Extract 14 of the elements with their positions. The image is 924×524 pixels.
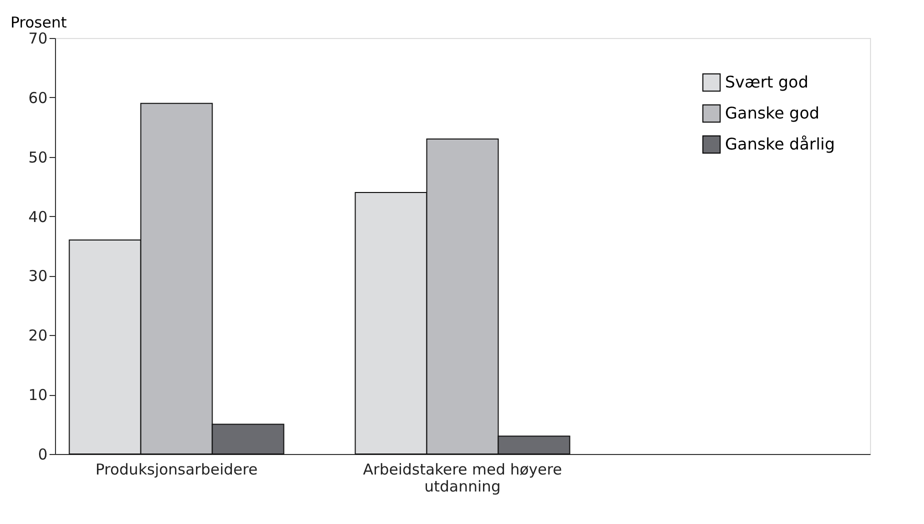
legend-label: Ganske god (725, 104, 820, 122)
y-tick-label: 20 (28, 326, 48, 345)
y-tick-label: 60 (28, 88, 48, 107)
y-tick-label: 70 (28, 30, 48, 48)
y-tick-label: 40 (28, 208, 48, 226)
x-tick-label: Arbeidstakere med høyere utdanning (363, 460, 562, 496)
y-tick-label: 30 (28, 267, 48, 286)
y-tick-label: 0 (38, 446, 48, 464)
y-tick-label: 50 (28, 148, 48, 166)
legend-label: Svært god (725, 72, 808, 92)
y-tick-label: 10 (28, 386, 48, 404)
legend-label: Ganske dårlig (725, 134, 835, 154)
x-tick-label: Produksjonsarbeidere (95, 460, 258, 478)
y-axis-title: Prosent (10, 14, 67, 32)
